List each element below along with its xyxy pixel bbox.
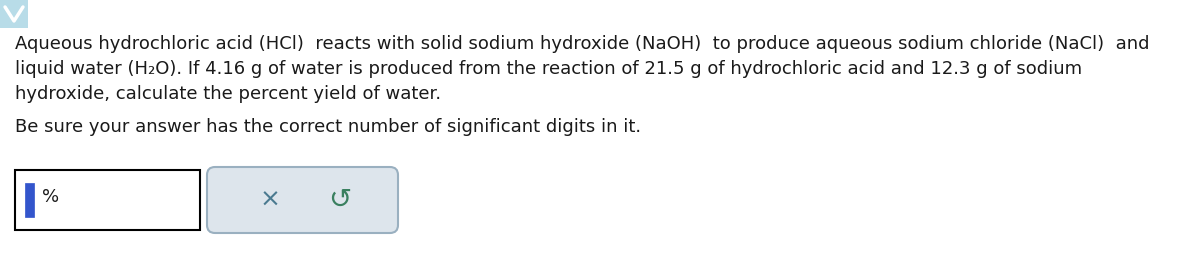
Text: hydroxide, calculate the percent yield of water.: hydroxide, calculate the percent yield o…	[14, 85, 442, 103]
Bar	[25, 183, 34, 217]
Text: ↺: ↺	[329, 186, 352, 214]
Text: Aqueous hydrochloric acid (HCl)  reacts with solid sodium hydroxide (NaOH)  to p: Aqueous hydrochloric acid (HCl) reacts w…	[14, 35, 1150, 53]
Bar	[14, 170, 200, 230]
FancyBboxPatch shape	[208, 167, 398, 233]
Text: %: %	[42, 188, 59, 206]
Text: Be sure your answer has the correct number of significant digits in it.: Be sure your answer has the correct numb…	[14, 118, 641, 136]
Text: liquid water (H₂O). If 4.16 g of water is produced from the reaction of 21.5 g o: liquid water (H₂O). If 4.16 g of water i…	[14, 60, 1082, 78]
Polygon shape	[0, 0, 28, 28]
Text: ×: ×	[259, 188, 281, 212]
